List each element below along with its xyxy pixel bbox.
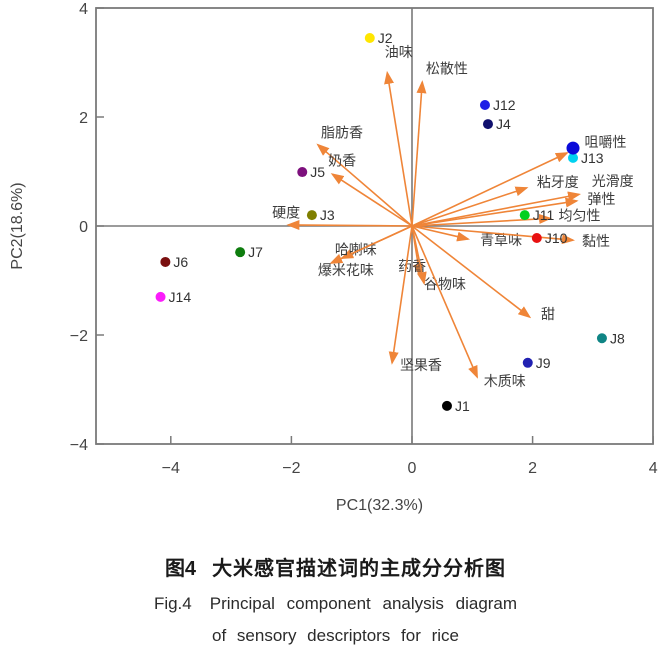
point-label-J12: J12 <box>493 97 516 113</box>
point-label-J3: J3 <box>320 207 335 223</box>
point-label-J8: J8 <box>610 330 625 346</box>
vector-label-looseness: 松散性 <box>426 60 468 76</box>
vector-stickiness <box>411 225 575 245</box>
caption-title-zh: 大米感官描述词的主成分分析图 <box>212 558 507 580</box>
y-axis-title: PC2(18.6%) <box>9 182 26 269</box>
caption-fig-number-en: Fig.4 <box>153 594 192 613</box>
x-tick-label: 0 <box>408 460 417 477</box>
caption-line-zh: 图4 大米感官描述词的主成分分析图 <box>0 552 671 581</box>
vector-looseness <box>411 80 427 227</box>
vector-hardness <box>286 220 413 231</box>
vector-label-hardness: 硬度 <box>272 204 300 220</box>
y-tick-label: −2 <box>70 328 88 345</box>
point-J7 <box>235 247 246 258</box>
vector-label-springiness: 弹性 <box>587 191 615 207</box>
y-tick-label: 2 <box>79 110 88 127</box>
vector-nutty-aroma <box>388 225 413 365</box>
x-axis-title: PC1(32.3%) <box>336 497 423 514</box>
caption-title-en-line2: of sensory descriptors for rice <box>212 626 459 645</box>
vector-label-grain-flavor: 谷物味 <box>424 276 466 292</box>
vector-milky-aroma <box>330 173 413 227</box>
caption-title-en-line1: Principal component analysis diagram <box>209 594 518 613</box>
vector-label-smoothness: 光滑度 <box>592 173 634 189</box>
vector-springiness <box>411 197 579 227</box>
point-J5 <box>297 167 308 178</box>
point-J10 <box>531 232 542 243</box>
point-J1 <box>441 400 452 411</box>
vector-label-rancid-flavor: 哈喇味 <box>335 241 377 257</box>
x-tick-label: −4 <box>162 460 180 477</box>
vector-label-milky-aroma: 奶香 <box>328 153 356 169</box>
vector-label-woody-flavor: 木质味 <box>484 373 526 389</box>
vector-label-grassy-flavor: 青草味 <box>480 232 522 248</box>
vector-woody-flavor <box>411 225 478 379</box>
vector-popcorn-flavor <box>329 225 413 264</box>
point-label-J5: J5 <box>310 164 325 180</box>
vector-label-popcorn-flavor: 爆米花味 <box>318 262 374 278</box>
points-group: J1 J2 J3 J4 J5 J6 J7 J8 J9 J10 J11 J12 J13 J14 <box>155 30 625 414</box>
caption-fig-number-zh: 图4 <box>164 558 197 580</box>
vector-label-stickiness: 黏性 <box>582 233 610 249</box>
point-J14 <box>155 291 166 302</box>
point-label-J10: J10 <box>545 230 568 246</box>
point-J6 <box>160 256 171 267</box>
vector-uniformity <box>411 213 553 227</box>
point-label-J1: J1 <box>455 398 470 414</box>
point-label-J11: J11 <box>533 207 555 223</box>
vector-tooth-adhesion <box>411 186 529 227</box>
pca-scatter-chart: −4 −2 0 2 4 −4 −2 0 2 4 PC1(32.3%) PC2(18.6%) 油味松散性脂… <box>9 1 658 514</box>
point-label-J4: J4 <box>496 116 511 132</box>
x-tick-label: 2 <box>528 460 537 477</box>
vector-label-fatty-aroma: 脂肪香 <box>321 125 363 141</box>
vector-label-nutty-aroma: 坚果香 <box>400 357 442 373</box>
vector-label-tooth-adhesion: 粘牙度 <box>537 174 579 190</box>
vector-label-sweet: 甜 <box>541 306 555 322</box>
vector-fatty-aroma <box>316 143 413 227</box>
vector-oil-flavor <box>384 70 413 227</box>
vector-label-oil-flavor: 油味 <box>385 44 413 60</box>
x-tick-label: 4 <box>649 460 658 477</box>
point-label-J2: J2 <box>378 30 393 46</box>
point-label-J9: J9 <box>536 355 551 371</box>
vector-label-chewiness: 咀嚼性 <box>584 134 626 150</box>
point-label-J6: J6 <box>173 254 188 270</box>
vector-grassy-flavor <box>411 225 471 242</box>
point-J12 <box>479 100 490 111</box>
x-tick-label: −2 <box>282 460 300 477</box>
point-label-J14: J14 <box>169 289 192 305</box>
vector-grain-flavor <box>411 225 427 286</box>
point-unlabeled-point <box>566 141 580 155</box>
point-J3 <box>306 210 317 221</box>
point-J13 <box>568 152 579 163</box>
point-J2 <box>364 32 375 43</box>
point-J8 <box>596 333 607 344</box>
vector-sweet <box>411 225 532 319</box>
y-tick-label: 0 <box>79 219 88 236</box>
vector-smoothness <box>411 191 581 227</box>
vector-label-uniformity: 均匀性 <box>559 208 601 224</box>
point-J11 <box>519 210 530 221</box>
vector-chewiness <box>411 152 569 227</box>
point-J9 <box>522 357 533 368</box>
caption-line-en-1: Fig.4 Principal component analysis diagra… <box>0 594 671 614</box>
y-tick-label: 4 <box>79 1 88 18</box>
point-label-J7: J7 <box>248 244 263 260</box>
figure-caption: 图4 大米感官描述词的主成分分析图 Fig.4 Principal componen… <box>0 540 671 646</box>
y-tick-label: −4 <box>70 437 88 454</box>
caption-line-en-2: of sensory descriptors for rice <box>0 626 671 646</box>
point-J4 <box>482 119 493 130</box>
point-label-J13: J13 <box>581 150 604 166</box>
